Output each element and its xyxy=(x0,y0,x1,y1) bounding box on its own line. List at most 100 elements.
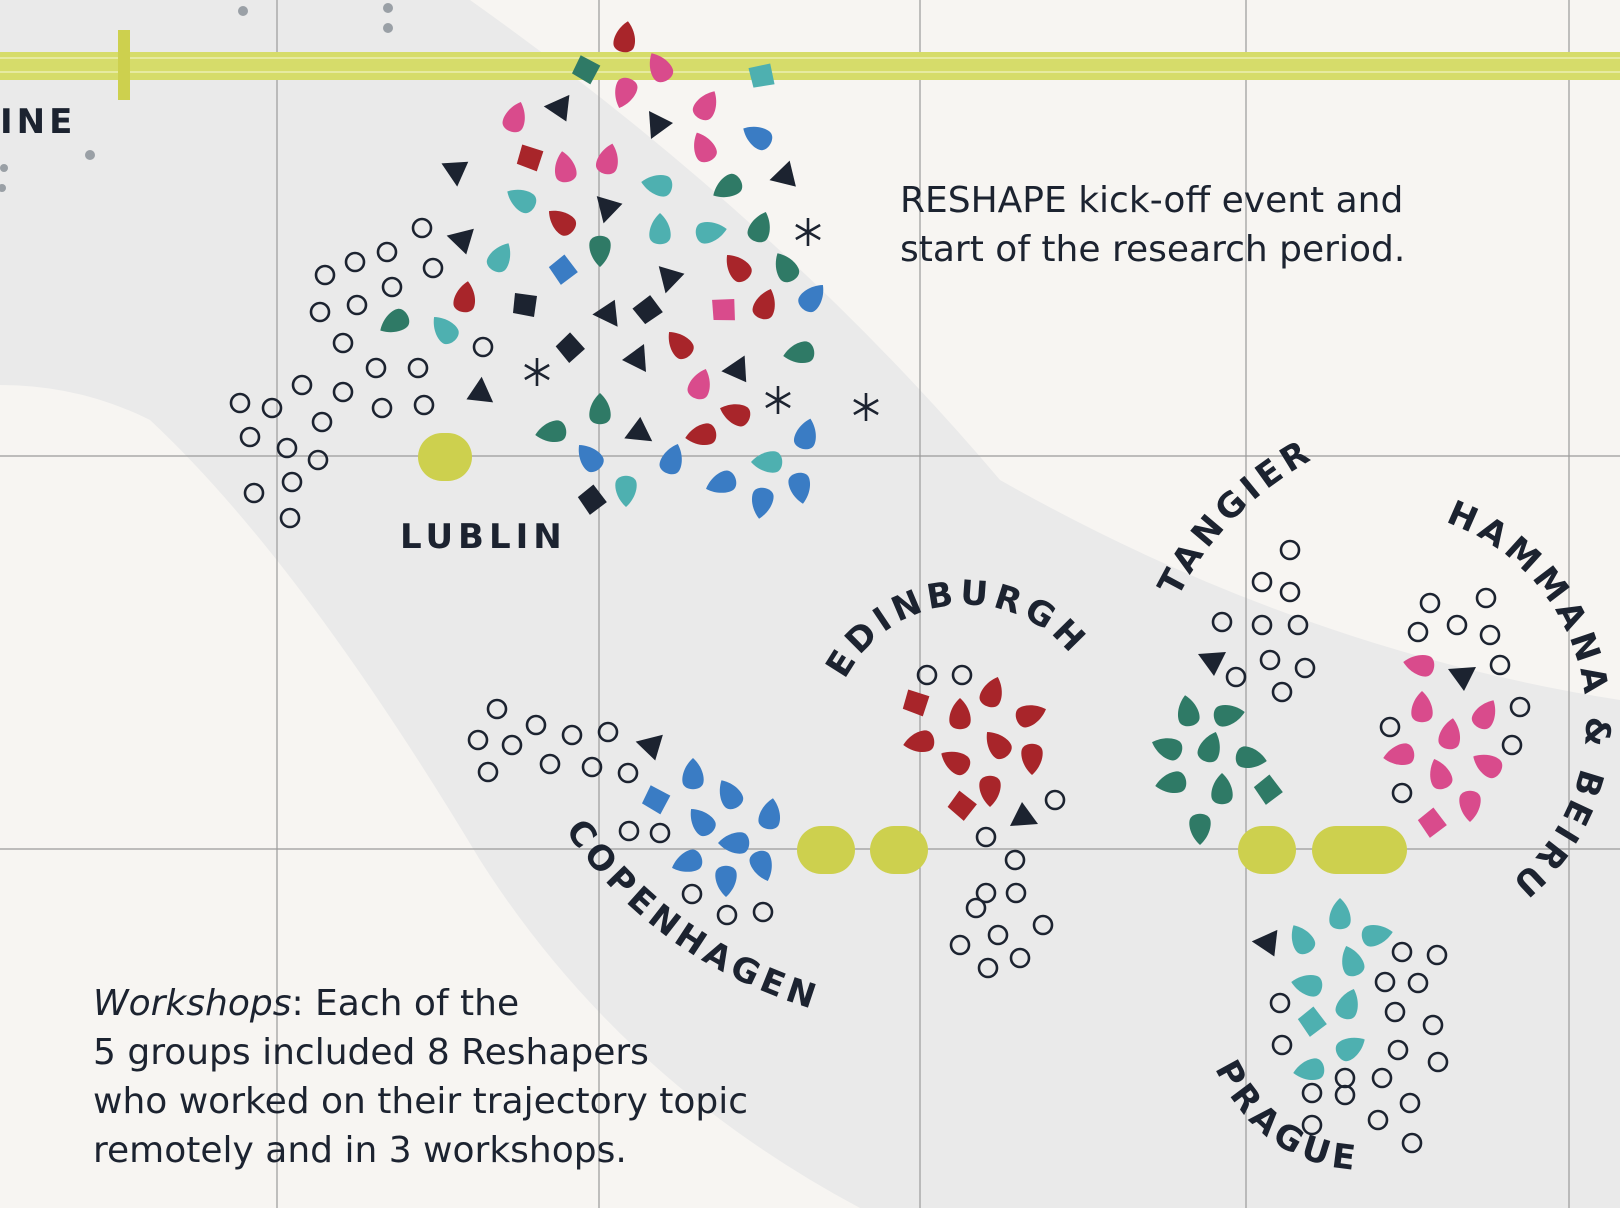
participant-ring xyxy=(975,826,997,848)
participant-quad xyxy=(571,55,601,85)
participant-ring xyxy=(486,698,508,720)
participant-petal xyxy=(659,444,682,475)
participant-petal xyxy=(1021,743,1043,775)
participant-ring xyxy=(346,294,368,316)
participant-triangle xyxy=(543,94,570,122)
participant-ring xyxy=(1259,649,1281,671)
participant-petal xyxy=(758,798,781,830)
participant-ring xyxy=(1004,849,1026,871)
participant-triangle xyxy=(1251,929,1278,957)
participant-ring xyxy=(1334,1084,1356,1106)
participant-petal xyxy=(615,475,637,507)
participant-ring xyxy=(1269,992,1291,1014)
participant-petal xyxy=(687,369,710,400)
participant-ring xyxy=(1009,947,1031,969)
participant-petal xyxy=(1342,946,1365,977)
participant-petal xyxy=(751,487,774,519)
participant-ring xyxy=(501,734,523,756)
participant-quad xyxy=(577,484,607,515)
participant-quad xyxy=(548,254,578,285)
participant-triangle xyxy=(592,299,618,327)
participant-triangle xyxy=(721,355,747,383)
participant-ring xyxy=(1422,1014,1444,1036)
participant-quad xyxy=(902,689,930,717)
participant-ring xyxy=(525,714,547,736)
participant-petal xyxy=(751,451,783,473)
participant-ring xyxy=(307,449,329,471)
participant-ring xyxy=(1225,666,1247,688)
participant-ring xyxy=(279,507,301,529)
participant-petal xyxy=(743,126,773,151)
participant-petal xyxy=(641,174,673,197)
participant-petal xyxy=(1471,700,1496,730)
participant-triangle xyxy=(658,266,685,294)
participant-petal xyxy=(613,21,636,53)
workshops-text-1: : Each of the xyxy=(291,983,520,1024)
participant-petal xyxy=(1015,705,1046,728)
participant-petal xyxy=(1293,1058,1325,1081)
participant-ring xyxy=(752,901,774,923)
workshops-text-4: remotely and in 3 workshops. xyxy=(93,1130,627,1171)
participant-petal xyxy=(672,849,703,872)
participant-petal xyxy=(726,254,752,283)
participant-petal xyxy=(692,91,717,121)
participant-petal xyxy=(589,235,611,267)
participant-ring xyxy=(229,392,251,414)
participant-triangle xyxy=(624,416,653,442)
participant-ring xyxy=(1371,1067,1393,1089)
participant-ring xyxy=(1251,571,1273,593)
participant-petal xyxy=(979,677,1002,708)
participant-ring xyxy=(597,721,619,743)
participant-ring xyxy=(314,264,336,286)
participant-ring xyxy=(1387,1039,1409,1061)
participant-quad xyxy=(1417,807,1447,838)
participant-ring xyxy=(1419,592,1441,614)
participant-petal xyxy=(1383,743,1415,766)
participant-triangle xyxy=(466,376,494,403)
participant-ring xyxy=(311,411,333,433)
participant-quad xyxy=(516,144,544,172)
timeline-bar xyxy=(0,30,1620,100)
participant-petal xyxy=(715,865,737,897)
participant-petal xyxy=(720,404,751,427)
participant-ring xyxy=(407,357,429,379)
participant-petal xyxy=(1361,924,1393,947)
participant-ring xyxy=(1367,1109,1389,1131)
participant-triangle xyxy=(441,161,469,187)
participant-ring xyxy=(1294,657,1316,679)
participant-quad xyxy=(513,293,537,317)
participant-triangle xyxy=(649,111,673,139)
participant-petal xyxy=(694,132,717,163)
participant-petal xyxy=(554,151,577,183)
participant-petal xyxy=(615,77,638,108)
participant-ring xyxy=(1501,734,1523,756)
participant-asterisk xyxy=(765,386,791,414)
participant-petal xyxy=(749,850,772,881)
participant-petal xyxy=(1438,718,1461,750)
participant-petal xyxy=(649,213,671,245)
participant-petal xyxy=(548,210,577,236)
participant-quad xyxy=(632,295,663,325)
participant-ring xyxy=(1301,1114,1323,1136)
participant-asterisk xyxy=(795,218,821,246)
participant-ring xyxy=(1446,614,1468,636)
participant-quad xyxy=(1253,774,1283,805)
participant-ring xyxy=(1509,696,1531,718)
participant-ring xyxy=(949,934,971,956)
participant-ring xyxy=(332,381,354,403)
participant-ring xyxy=(1044,789,1066,811)
participant-petal xyxy=(589,393,611,425)
participant-ring xyxy=(376,241,398,263)
participant-petal xyxy=(668,331,694,360)
participant-ring xyxy=(1374,971,1396,993)
participant-ring xyxy=(1279,539,1301,561)
participant-petal xyxy=(596,143,618,175)
participant-petal xyxy=(1291,974,1323,997)
participant-petal xyxy=(752,289,775,320)
participant-ring xyxy=(281,471,303,493)
event-markers xyxy=(418,433,1407,874)
participant-ring xyxy=(1489,654,1511,676)
participant-ring xyxy=(1384,1001,1406,1023)
